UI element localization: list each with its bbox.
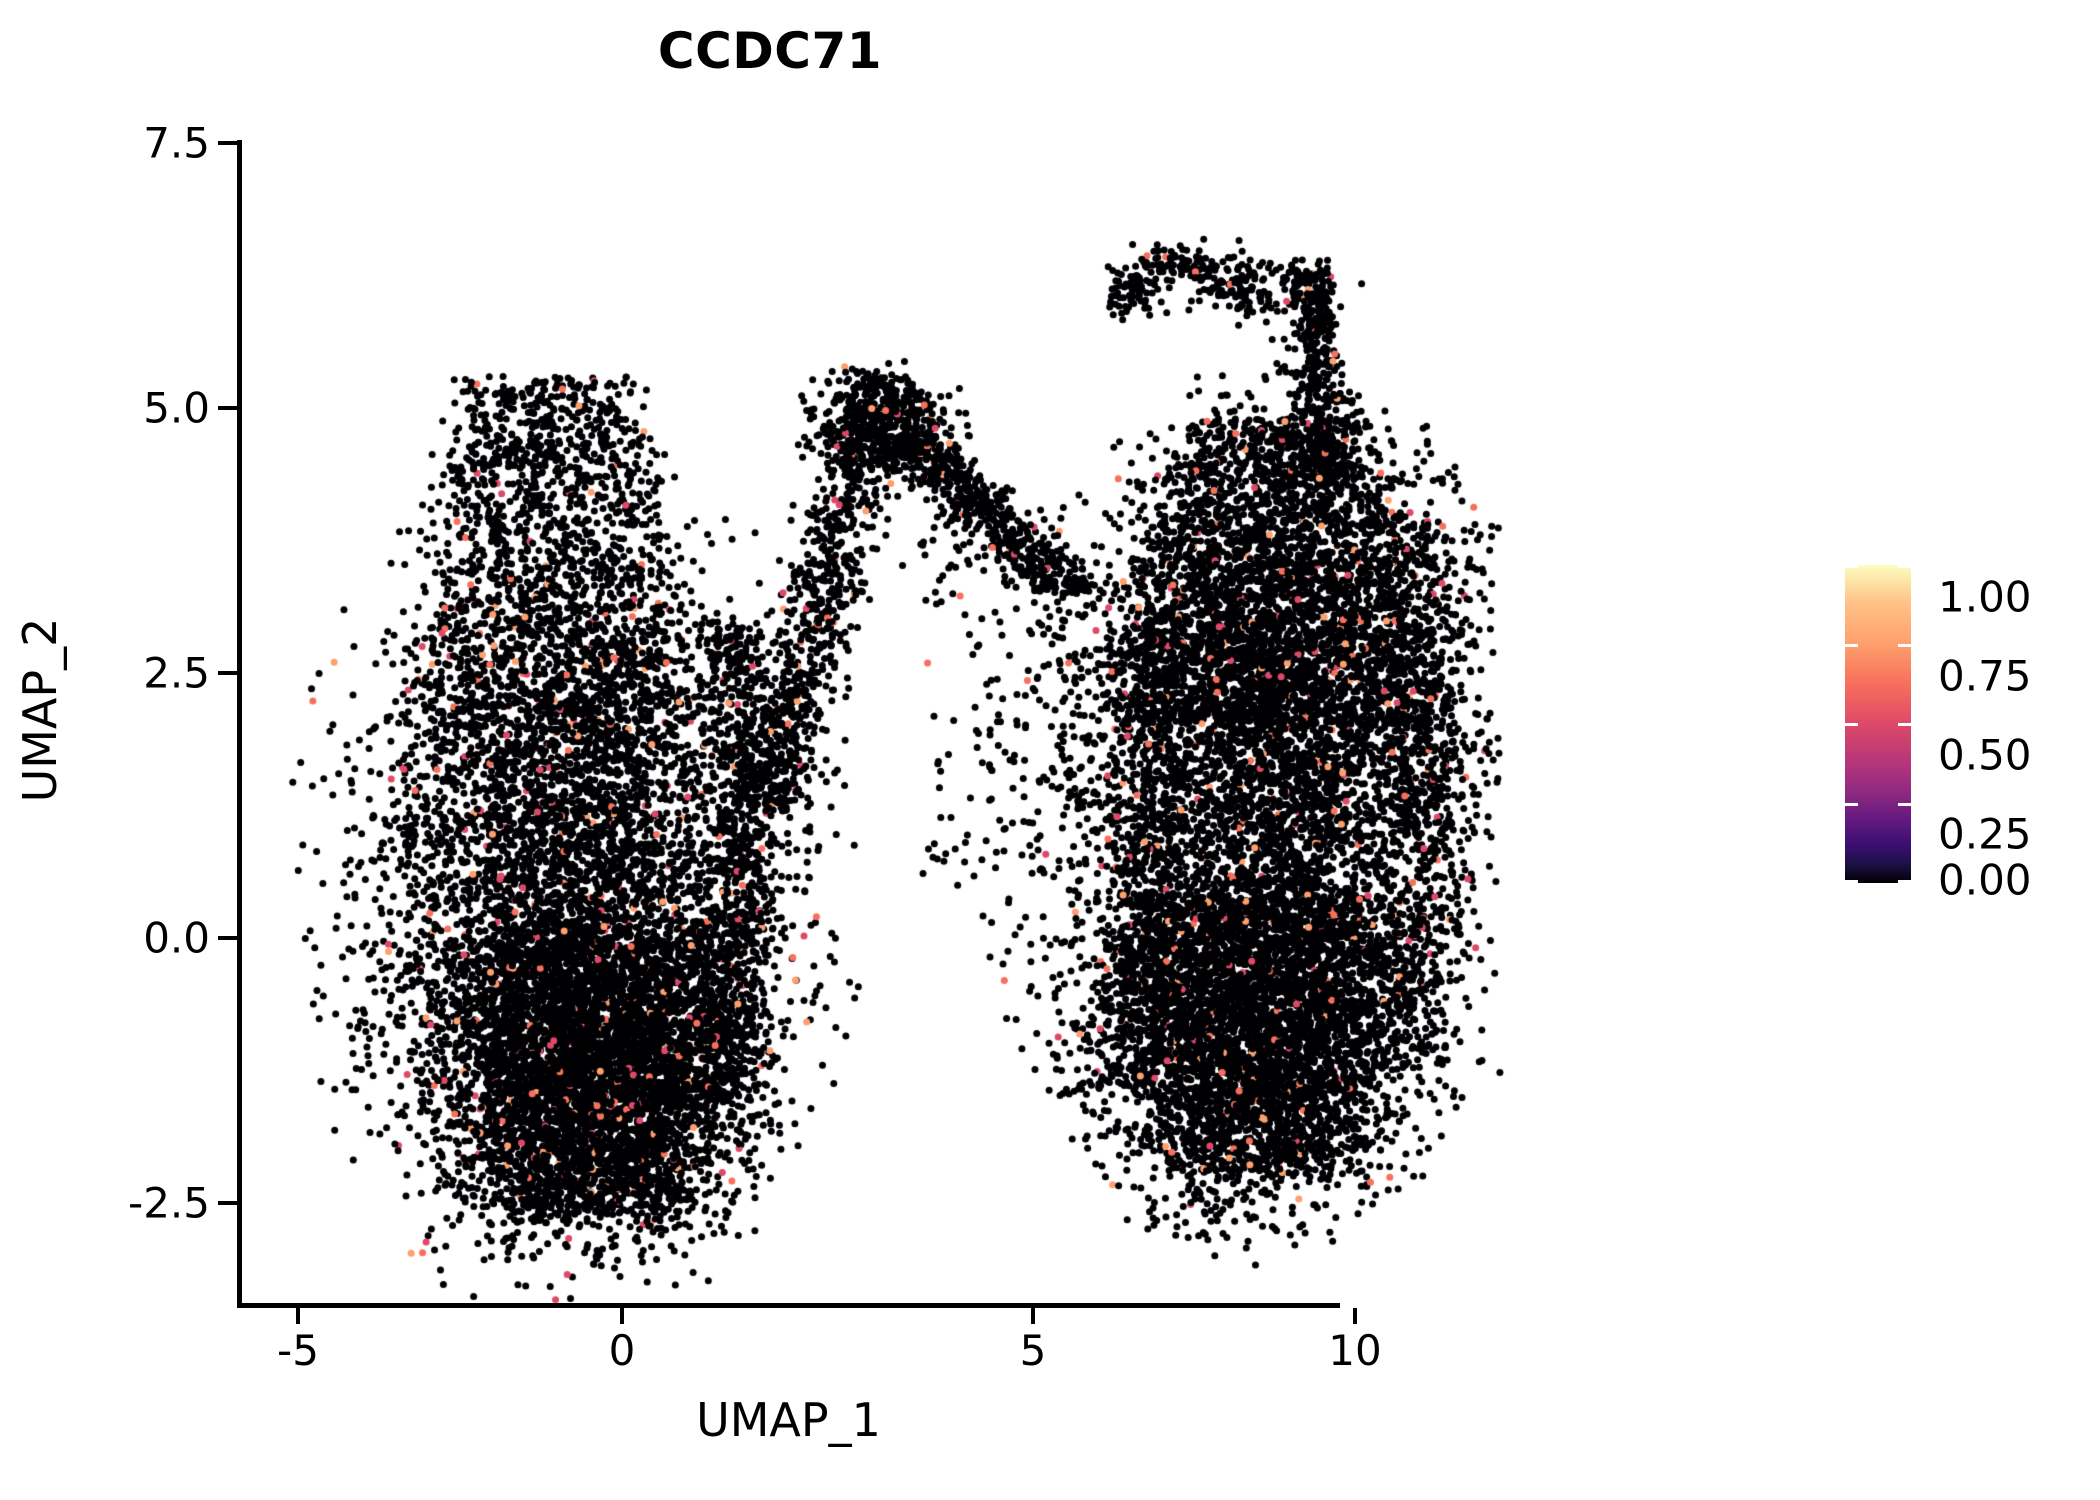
colorbar-tick	[1845, 880, 1858, 883]
y-tick-mark	[218, 406, 237, 410]
y-axis-label: UMAP_2	[13, 617, 67, 803]
y-axis-spine	[237, 140, 242, 1306]
y-tick-mark	[218, 671, 237, 675]
x-tick-mark	[620, 1308, 624, 1324]
colorbar-tick	[1845, 723, 1858, 726]
colorbar-tick-label: 0.50	[1938, 730, 2032, 780]
x-tick-label: 0	[608, 1326, 636, 1375]
colorbar-tick-label: 0.25	[1938, 809, 2032, 859]
colorbar-tick-label: 1.00	[1938, 572, 2032, 622]
x-axis-label: UMAP_1	[696, 1393, 881, 1447]
colorbar-tick-label: 0.75	[1938, 651, 2032, 701]
x-tick-mark	[1353, 1308, 1357, 1324]
colorbar-tick	[1845, 644, 1858, 647]
colorbar-tick-label: 0.00	[1938, 855, 2032, 905]
y-tick-label: 7.5	[143, 118, 210, 168]
colorbar-tick	[1845, 803, 1858, 806]
x-tick-label: -5	[277, 1326, 319, 1375]
y-tick-mark	[218, 141, 237, 145]
y-tick-label: 0.0	[143, 913, 210, 963]
y-tick-mark	[218, 936, 237, 940]
x-tick-label: 5	[1019, 1326, 1047, 1375]
y-tick-mark	[218, 1201, 237, 1205]
colorbar-tick	[1845, 565, 1858, 568]
x-tick-mark	[1031, 1308, 1035, 1324]
x-tick-label: 10	[1328, 1326, 1382, 1375]
x-axis-spine	[237, 1303, 1340, 1308]
colorbar-tick	[1898, 723, 1911, 726]
colorbar-tick	[1898, 880, 1911, 883]
colorbar-tick	[1898, 644, 1911, 647]
colorbar-tick	[1898, 803, 1911, 806]
y-tick-label: 5.0	[143, 383, 210, 433]
colorbar-tick	[1898, 565, 1911, 568]
colorbar	[1845, 565, 1911, 883]
y-tick-label: -2.5	[128, 1178, 210, 1228]
x-tick-mark	[296, 1308, 300, 1324]
y-tick-label: 2.5	[143, 648, 210, 698]
